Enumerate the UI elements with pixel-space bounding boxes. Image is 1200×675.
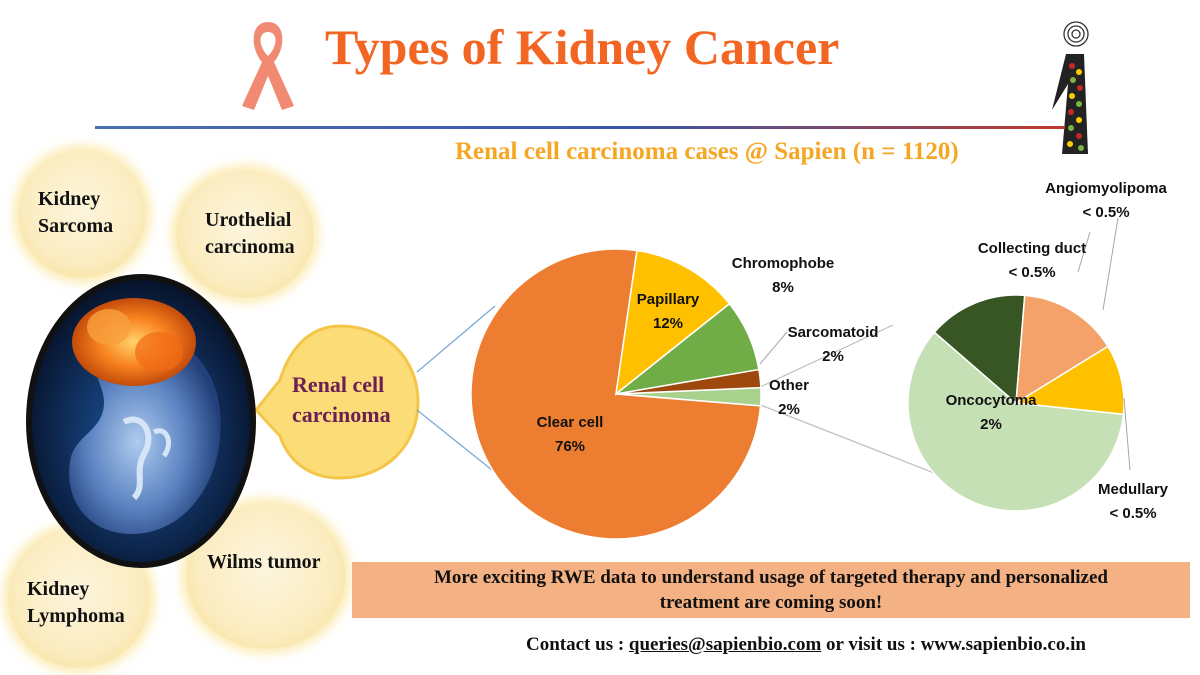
label-leader-line xyxy=(1102,217,1119,311)
label-leaders xyxy=(759,217,1131,471)
slice-value-medullary: < 0.5% xyxy=(1109,505,1156,522)
cancer-ribbon-icon xyxy=(242,22,294,110)
slice-label-sarcomatoid: Sarcomatoid xyxy=(788,324,879,341)
slice-value-other: 2% xyxy=(778,401,800,418)
sapien-logo xyxy=(1052,21,1089,154)
leader-line xyxy=(416,409,493,471)
label-leader-line xyxy=(759,331,788,365)
pie-slice-medullary xyxy=(1013,345,1125,416)
announcement-line: More exciting RWE data to understand usa… xyxy=(434,567,1108,588)
label-leader-line xyxy=(1123,397,1131,471)
chart-subtitle: Renal cell carcinoma cases @ Sapien (n =… xyxy=(455,138,959,165)
bubble-line: carcinoma xyxy=(292,402,391,427)
announcement-line: treatment are coming soon! xyxy=(659,592,883,613)
bubble-label-renal-cell: Renal cell carcinoma xyxy=(292,370,391,430)
kidney-illustration xyxy=(26,274,256,568)
header-divider xyxy=(95,126,1065,129)
contact-prefix: Contact us : xyxy=(526,634,629,655)
pie-slice-angiomyolipoma xyxy=(1015,294,1110,405)
slice-value-collecting-duct: < 0.5% xyxy=(1008,264,1055,281)
bubble-line: Kidney xyxy=(27,578,90,600)
slice-value-clear-cell: 76% xyxy=(555,438,585,455)
bubble-line: Urothelial xyxy=(205,209,292,231)
slice-label-papillary: Papillary xyxy=(637,291,700,308)
pie-slice-oncocytoma xyxy=(907,331,1125,512)
bubble-urothelial xyxy=(176,170,314,298)
slice-label-oncocytoma: Oncocytoma xyxy=(946,392,1038,409)
slice-value-oncocytoma: 2% xyxy=(980,416,1002,433)
bubble-renal-cell xyxy=(254,324,420,480)
page-title: Types of Kidney Cancer xyxy=(325,19,840,75)
bubble-line: carcinoma xyxy=(205,236,295,258)
slice-label-medullary: Medullary xyxy=(1098,481,1169,498)
slice-label-collecting-duct: Collecting duct xyxy=(978,240,1086,257)
bubble-label-kidney-lymphoma: Kidney Lymphoma xyxy=(27,576,125,630)
bubble-kidney-sarcoma xyxy=(18,150,146,278)
leader-line xyxy=(416,305,496,373)
bubble-label-kidney-sarcoma: Kidney Sarcoma xyxy=(38,186,113,240)
slice-label-other: Other xyxy=(769,377,809,394)
slice-value-angiomyolipoma: < 0.5% xyxy=(1082,204,1129,221)
slice-label-clear-cell: Clear cell xyxy=(537,414,604,431)
label-leader-line xyxy=(1077,231,1091,273)
announcement-banner xyxy=(352,562,1190,618)
connector-line xyxy=(757,324,894,389)
slice-value-chromophobe: 8% xyxy=(772,279,794,296)
contact-email-link[interactable]: queries@sapienbio.com xyxy=(628,634,822,655)
data-labels: Clear cell 76% Papillary 12% Chromophobe 8% Sa… xyxy=(537,180,1169,522)
bubble-label-wilms: Wilms tumor xyxy=(207,549,321,576)
bubble-line: Renal cell xyxy=(292,372,385,397)
bubble-line: Kidney xyxy=(38,188,101,210)
pie-slice-collecting-duct xyxy=(933,294,1026,405)
pie-slice-sarcomatoid xyxy=(615,368,762,395)
contact-website: or visit us : www.sapienbio.co.in xyxy=(821,634,1086,655)
contact-line: Contact us : queries@sapienbio.com or vi… xyxy=(526,634,1086,656)
secondary-pie xyxy=(907,294,1125,512)
bubble-line: Sarcoma xyxy=(38,215,114,237)
main-pie xyxy=(470,248,762,540)
slice-label-angiomyolipoma: Angiomyolipoma xyxy=(1045,180,1167,197)
announcement-text: More exciting RWE data to understand usa… xyxy=(352,565,1190,615)
slice-value-sarcomatoid: 2% xyxy=(822,348,844,365)
bubble-line: Lymphoma xyxy=(27,605,125,627)
slice-value-papillary: 12% xyxy=(653,315,683,332)
slice-label-chromophobe: Chromophobe xyxy=(732,255,835,272)
pie-slice-papillary xyxy=(614,249,731,396)
bubble-label-urothelial: Urothelial carcinoma xyxy=(205,207,295,261)
bubble-line: Wilms tumor xyxy=(207,551,321,573)
